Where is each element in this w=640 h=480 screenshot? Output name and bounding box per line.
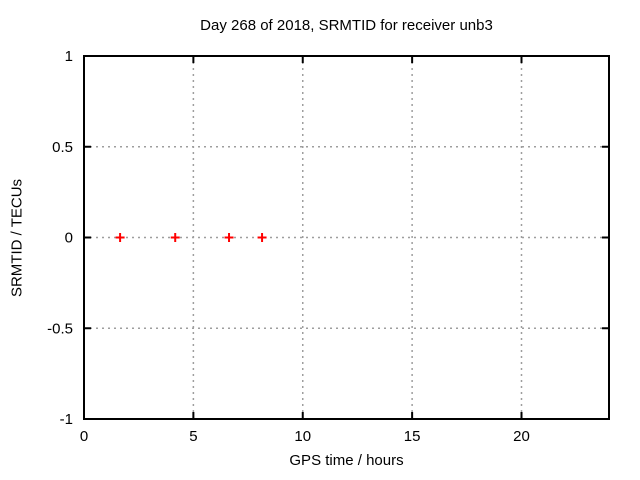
x-tick-label: 5 [189,428,197,445]
x-tick-label: 10 [294,428,311,445]
x-tick-label: 20 [513,428,530,445]
x-axis-label: GPS time / hours [289,452,404,469]
y-tick-label: -0.5 [47,320,73,337]
x-tick-label: 0 [80,428,88,445]
chart-title: Day 268 of 2018, SRMTID for receiver unb… [200,17,493,34]
y-tick-label: 0 [65,230,73,247]
x-tick-label: 15 [404,428,421,445]
y-tick-label: -1 [60,411,73,428]
y-tick-label: 1 [65,48,73,65]
y-tick-label: 0.5 [52,139,73,156]
